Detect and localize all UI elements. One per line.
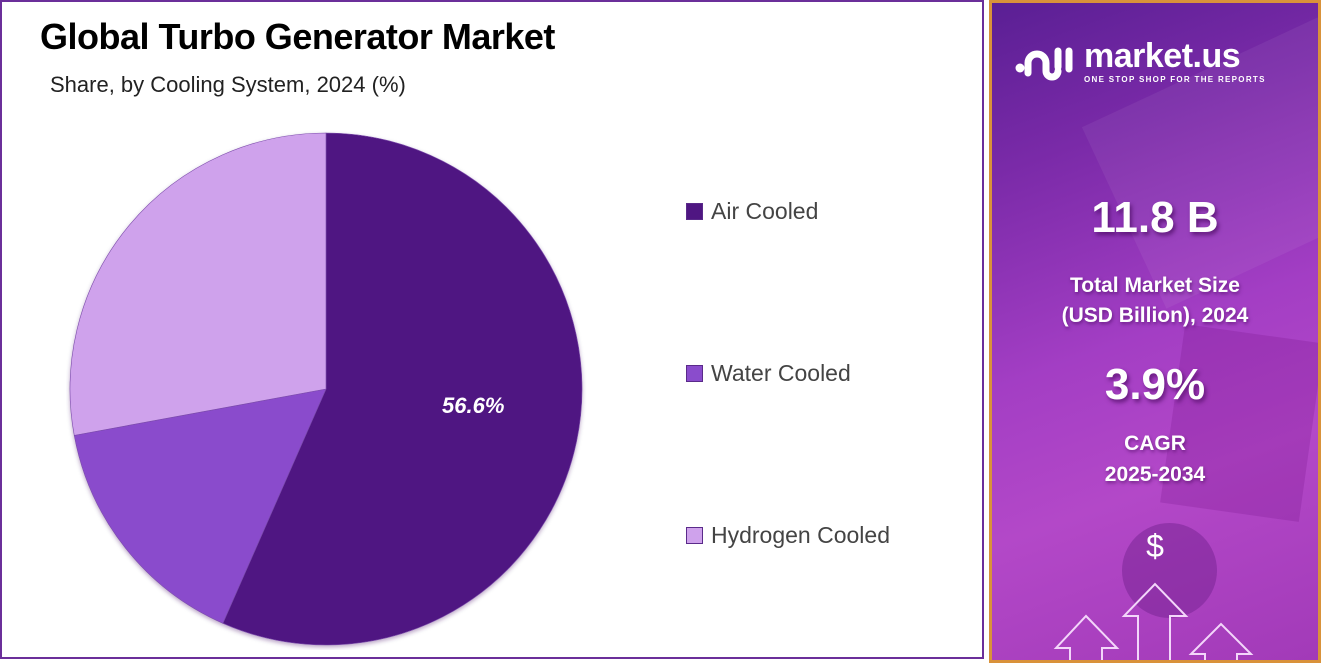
chart-title: Global Turbo Generator Market (40, 16, 555, 57)
legend-swatch-air-cooled (686, 203, 703, 220)
cagr-label: CAGR 2025-2034 (992, 428, 1318, 490)
legend-label: Air Cooled (711, 198, 819, 224)
cagr-value: 3.9% (1104, 360, 1206, 409)
legend-item-water-cooled: Water Cooled (686, 360, 851, 387)
legend-item-air-cooled: Air Cooled (686, 198, 818, 225)
pie-slice-water-cooled (73, 388, 327, 624)
cagr-label-line1: CAGR (1124, 432, 1186, 455)
market-us-logo-icon (1015, 47, 1073, 80)
chart-panel: Global Turbo Generator Market Share, by … (0, 0, 984, 659)
legend-item-hydrogen-cooled: Hydrogen Cooled (686, 522, 890, 549)
legend-label: Hydrogen Cooled (711, 522, 891, 548)
legend-label: Water Cooled (711, 360, 851, 386)
legend-swatch-hydrogen-cooled (686, 527, 703, 544)
background-shape (1160, 324, 1318, 522)
market-size-value: 11.8 B (1091, 193, 1219, 242)
brand-name: market.us (1084, 37, 1241, 75)
chart-subtitle: Share, by Cooling System, 2024 (%) (50, 72, 406, 97)
cagr-label-line2: 2025-2034 (1104, 463, 1206, 486)
pie-chart (69, 132, 583, 646)
legend-swatch-water-cooled (686, 365, 703, 382)
market-size-label-line2: (USD Billion), 2024 (1061, 304, 1249, 327)
air-cooled-data-label: 56.6% (442, 393, 505, 418)
pie-slice-air-cooled (222, 132, 583, 646)
market-size-label: Total Market Size (USD Billion), 2024 (992, 271, 1318, 331)
growth-arrows-icon: $ (1053, 528, 1254, 660)
summary-sidebar: market.us ONE STOP SHOP FOR THE REPORTS … (989, 0, 1321, 663)
market-size-label-line1: Total Market Size (1070, 274, 1240, 297)
brand-logo: market.us ONE STOP SHOP FOR THE REPORTS (1014, 39, 1266, 84)
brand-tagline: ONE STOP SHOP FOR THE REPORTS (1084, 75, 1266, 84)
pie-slice-hydrogen-cooled (69, 132, 327, 436)
dollar-icon: $ (1146, 528, 1164, 564)
